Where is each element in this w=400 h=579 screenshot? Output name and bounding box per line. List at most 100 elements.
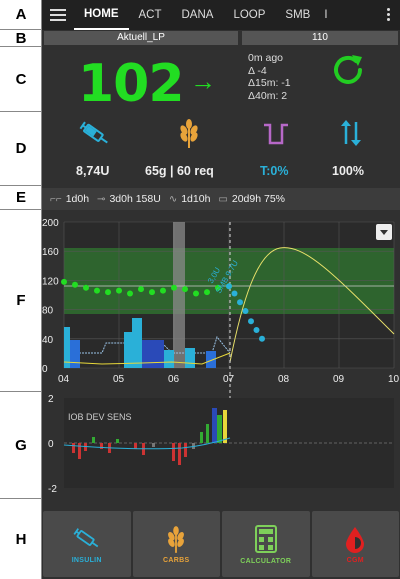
x-tick-label: 07 xyxy=(223,374,235,385)
bg-point xyxy=(215,284,221,291)
row-letter-e: E xyxy=(0,186,42,210)
iob-line xyxy=(63,437,231,450)
bg-point xyxy=(127,290,133,297)
prediction-point xyxy=(226,283,232,290)
sensor-age: 1d10h xyxy=(181,193,211,205)
delta-info: 0m ago Δ -4 Δ15m: -1 Δ40m: 2 xyxy=(248,52,291,102)
syringe-icon xyxy=(78,118,112,155)
tab-more[interactable]: I xyxy=(324,9,328,21)
prediction-point xyxy=(242,308,249,315)
secondary-y-tick-label: 0 xyxy=(48,439,54,450)
y-tick-label: 80 xyxy=(42,306,54,317)
calculator-icon xyxy=(254,524,277,553)
menu-icon[interactable] xyxy=(42,0,74,30)
row-letter-a: A xyxy=(0,0,42,30)
prediction-point xyxy=(248,318,254,325)
y-tick-label: 0 xyxy=(42,364,48,375)
bg-point xyxy=(171,284,177,291)
action-buttons: INSULIN CARBS CALCULATOR xyxy=(42,511,400,577)
bg-point xyxy=(105,289,111,296)
profile-button[interactable]: Aktuell_LP xyxy=(44,31,238,45)
cannula-icon: ⌐⌐ xyxy=(50,193,62,205)
calculator-button-label: CALCULATOR xyxy=(240,557,292,565)
app-screen: HOME ACT DANA LOOP SMB I Aktuell_LP 110 … xyxy=(42,0,400,579)
secondary-y-tick-label: -2 xyxy=(48,484,57,495)
prediction-curve xyxy=(229,247,395,363)
tab-dana[interactable]: DANA xyxy=(181,9,214,21)
bg-value: 102 xyxy=(78,54,185,114)
syringe-icon xyxy=(73,527,99,547)
basal-line xyxy=(64,335,231,354)
prediction-point xyxy=(259,335,265,342)
tab-smb[interactable]: SMB xyxy=(285,9,311,21)
row-letter-column: A B C D E F G H xyxy=(0,0,42,579)
x-tick-label: 06 xyxy=(168,374,180,385)
bg-point xyxy=(138,286,144,293)
battery-status: 20d9h 75% xyxy=(231,193,286,205)
blood-drop-icon xyxy=(346,526,365,553)
top-navigation-bar: HOME ACT DANA LOOP SMB I xyxy=(42,0,400,30)
overflow-menu-icon[interactable] xyxy=(387,8,390,21)
bg-delta-40m: Δ40m: 2 xyxy=(248,89,288,102)
carbs-button-label: CARBS xyxy=(163,556,190,564)
y-tick-label: 200 xyxy=(42,218,59,229)
sensitivity-value: 100% xyxy=(332,164,364,178)
tab-loop[interactable]: LOOP xyxy=(233,9,266,21)
cgm-button-label: CGM xyxy=(346,556,364,564)
carbs-line xyxy=(63,352,231,365)
cob-value: 65g | 60 req xyxy=(145,164,214,178)
wheat-icon xyxy=(168,525,185,553)
secondary-legend: IOB DEV SENS xyxy=(68,412,132,422)
reservoir-status: 3d0h 158U xyxy=(109,193,161,205)
bg-delta-15m: Δ15m: -1 xyxy=(248,77,291,89)
x-tick-label: 04 xyxy=(58,374,70,385)
prediction-point xyxy=(237,299,243,306)
target-button[interactable]: 110 xyxy=(242,31,398,45)
device-status-bar: ⌐⌐ 1d0h ⊸ 3d0h 158U ∿ 1d10h ▭ 20d9h 75% xyxy=(42,188,400,210)
bg-point xyxy=(182,286,188,293)
bg-series xyxy=(61,278,232,297)
calculator-button[interactable]: CALCULATOR xyxy=(222,511,310,577)
carbs-button[interactable]: CARBS xyxy=(132,511,220,577)
bg-point xyxy=(116,287,122,294)
bg-age: 0m ago xyxy=(248,52,284,64)
row-letter-c: C xyxy=(0,47,42,112)
row-letter-f: F xyxy=(0,210,42,392)
bg-point xyxy=(160,287,166,294)
bg-point xyxy=(149,289,155,296)
temp-basal-value: T:0% xyxy=(260,164,289,178)
iob-value: 8,74U xyxy=(76,164,110,178)
loop-status-icon[interactable] xyxy=(330,52,366,93)
bg-point xyxy=(72,281,78,288)
prediction-series xyxy=(226,283,265,342)
bg-point xyxy=(61,278,67,285)
row-letter-g: G xyxy=(0,392,42,499)
bg-delta: Δ -4 xyxy=(248,64,267,77)
bg-point xyxy=(193,290,199,297)
sensor-icon: ∿ xyxy=(168,193,178,205)
insulin-button[interactable]: INSULIN xyxy=(43,511,131,577)
y-tick-label: 120 xyxy=(42,276,59,287)
insulin-button-label: INSULIN xyxy=(71,556,102,564)
y-tick-label: 160 xyxy=(42,247,59,258)
highlight-bar xyxy=(173,222,185,368)
bg-graph[interactable]: 3,0U SMB 9.7U 200 160 120 80 40 0 04 05 06 07 08 0… xyxy=(42,212,400,500)
tab-act[interactable]: ACT xyxy=(138,9,162,21)
prediction-point xyxy=(231,290,238,297)
row-letter-b: B xyxy=(0,30,42,47)
reservoir-icon: ⊸ xyxy=(97,193,106,205)
trend-arrow-icon: → xyxy=(190,66,216,96)
chevron-down-icon xyxy=(380,230,388,235)
x-tick-label: 09 xyxy=(333,374,345,385)
secondary-y-tick-label: 2 xyxy=(48,394,54,405)
sensitivity-icon xyxy=(338,118,364,153)
row-letter-d: D xyxy=(0,112,42,186)
insulin-activity-bars xyxy=(64,318,216,368)
profile-target-bar: Aktuell_LP 110 xyxy=(42,30,400,46)
bg-point xyxy=(83,284,89,291)
cgm-button[interactable]: CGM xyxy=(311,511,399,577)
y-tick-label: 40 xyxy=(42,335,54,346)
tab-home[interactable]: HOME xyxy=(74,0,129,30)
bg-point xyxy=(204,289,210,296)
